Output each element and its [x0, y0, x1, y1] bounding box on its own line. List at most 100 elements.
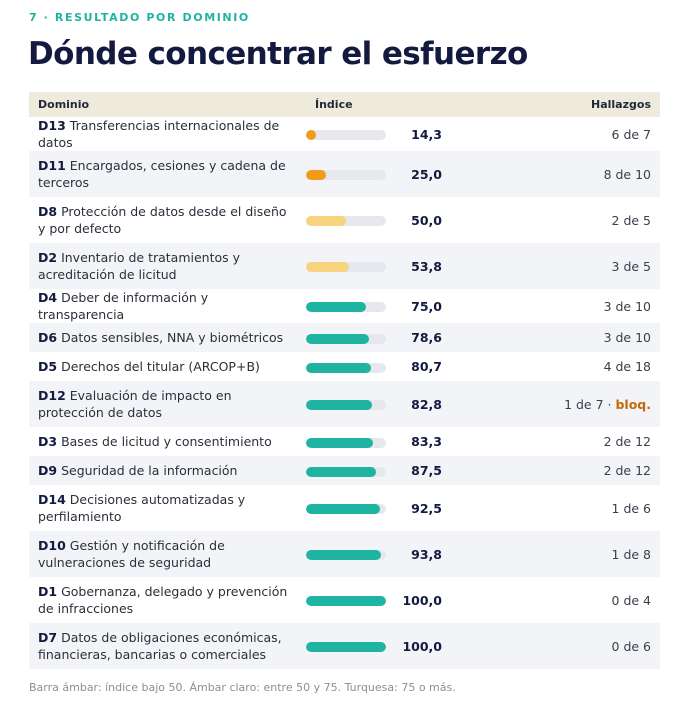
domain-name: Transferencias internacionales de datos: [38, 118, 280, 150]
domain-name: Derechos del titular (ARCOP+B): [61, 359, 260, 374]
domain-code: D9: [38, 463, 58, 478]
domain-cell: D13 Transferencias internacionales de da…: [29, 117, 306, 151]
findings-count: 0 de 6: [611, 638, 651, 654]
domain-code: D11: [38, 158, 66, 173]
index-bar-track: [306, 550, 386, 560]
index-bar-fill: [306, 466, 376, 477]
domain-code: D5: [38, 359, 58, 374]
index-bar-fill: [306, 550, 382, 560]
index-bar-track: [306, 466, 386, 477]
index-bar-fill: [306, 262, 350, 272]
index-score: 53,8: [392, 243, 442, 289]
index-bar-fill: [306, 642, 386, 652]
index-bar-track: [306, 437, 386, 448]
findings-count: 1 de 7: [564, 396, 604, 412]
domain-name: Seguridad de la información: [61, 463, 238, 478]
legend-footnote: Barra ámbar: índice bajo 50. Ámbar claro…: [29, 681, 456, 694]
domain-cell: D3 Bases de licitud y consentimiento: [29, 427, 306, 456]
table-row: D1 Gobernanza, delegado y prevención de …: [29, 577, 660, 623]
index-bar-fill: [306, 130, 316, 140]
domain-code: D12: [38, 388, 66, 403]
domain-cell: D6 Datos sensibles, NNA y biométricos: [29, 323, 306, 352]
findings-cell: 0 de 4: [442, 577, 660, 623]
findings-cell: 0 de 6: [442, 623, 660, 669]
domain-table-wrapper: Dominio Índice Hallazgos D13 Transferenc…: [29, 92, 660, 669]
findings-count: 2 de 12: [603, 434, 651, 449]
section-eyebrow: 7 · RESULTADO POR DOMINIO: [29, 11, 250, 24]
index-bar-cell: [306, 117, 392, 151]
index-bar-cell: [306, 456, 392, 485]
index-bar-cell: [306, 577, 392, 623]
index-bar-track: [306, 400, 386, 410]
domain-cell: D14 Decisiones automatizadas y perfilami…: [29, 485, 306, 531]
index-bar-cell: [306, 197, 392, 243]
index-bar-fill: [306, 596, 386, 606]
domain-cell: D12 Evaluación de impacto en protección …: [29, 381, 306, 427]
table-header: Dominio Índice Hallazgos: [29, 92, 660, 117]
index-bar-cell: [306, 623, 392, 669]
table-row: D3 Bases de licitud y consentimiento 83,3…: [29, 427, 660, 456]
domain-name: Gobernanza, delegado y prevención de inf…: [38, 584, 288, 616]
index-bar-cell: [306, 323, 392, 352]
domain-cell: D10 Gestión y notificación de vulneracio…: [29, 531, 306, 577]
header-domain: Dominio: [29, 92, 306, 117]
index-bar-cell: [306, 381, 392, 427]
findings-count: 2 de 12: [603, 463, 651, 478]
findings-cell: 1 de 6: [442, 485, 660, 531]
findings-count: 1 de 8: [611, 546, 651, 562]
domain-code: D8: [38, 204, 58, 219]
domain-cell: D9 Seguridad de la información: [29, 456, 306, 485]
index-bar-track: [306, 362, 386, 373]
index-score: 83,3: [392, 427, 442, 456]
index-bar-fill: [306, 400, 373, 410]
findings-cell: 4 de 18: [442, 352, 660, 381]
table-row: D8 Protección de datos desde el diseño y…: [29, 197, 660, 243]
table-row: D9 Seguridad de la información 87,5 2 de 1…: [29, 456, 660, 485]
table-row: D12 Evaluación de impacto en protección …: [29, 381, 660, 427]
index-bar-track: [306, 130, 386, 140]
index-bar-fill: [306, 437, 373, 448]
table-row: D7 Datos de obligaciones económicas, fin…: [29, 623, 660, 669]
header-index: Índice: [306, 92, 442, 117]
page-title: Dónde concentrar el esfuerzo: [28, 36, 528, 72]
index-bar-track: [306, 333, 386, 344]
domain-name: Inventario de tratamientos y acreditació…: [38, 250, 241, 282]
table-row: D11 Encargados, cesiones y cadena de ter…: [29, 151, 660, 197]
index-bar-track: [306, 504, 386, 514]
findings-count: 6 de 7: [611, 126, 651, 142]
table-row: D10 Gestión y notificación de vulneracio…: [29, 531, 660, 577]
domain-cell: D5 Derechos del titular (ARCOP+B): [29, 352, 306, 381]
findings-count: 8 de 10: [603, 166, 651, 182]
findings-count: 0 de 4: [611, 592, 651, 608]
domain-code: D2: [38, 250, 58, 265]
index-bar-cell: [306, 485, 392, 531]
index-score: 50,0: [392, 197, 442, 243]
domain-code: D4: [38, 290, 58, 305]
header-findings: Hallazgos: [442, 92, 660, 117]
findings-cell: 3 de 10: [442, 323, 660, 352]
index-bar-track: [306, 302, 386, 312]
findings-count: 3 de 5: [611, 258, 651, 274]
index-score: 78,6: [392, 323, 442, 352]
domain-name: Evaluación de impacto en protección de d…: [38, 388, 232, 420]
index-score: 100,0: [392, 577, 442, 623]
domain-cell: D1 Gobernanza, delegado y prevención de …: [29, 577, 306, 623]
findings-cell: 2 de 5: [442, 197, 660, 243]
index-score: 93,8: [392, 531, 442, 577]
index-bar-track: [306, 596, 386, 606]
domain-code: D14: [38, 492, 66, 507]
domain-name: Deber de información y transparencia: [38, 290, 209, 322]
table-row: D4 Deber de información y transparencia 7…: [29, 289, 660, 323]
domain-name: Encargados, cesiones y cadena de tercero…: [38, 158, 286, 190]
index-bar-cell: [306, 289, 392, 323]
index-score: 92,5: [392, 485, 442, 531]
index-bar-fill: [306, 170, 326, 180]
domain-code: D7: [38, 630, 58, 645]
findings-count: 2 de 5: [611, 212, 651, 228]
findings-count: 4 de 18: [603, 359, 651, 374]
index-bar-fill: [306, 333, 369, 344]
blocked-flag: bloq.: [615, 396, 651, 412]
index-bar-fill: [306, 302, 366, 312]
domain-cell: D11 Encargados, cesiones y cadena de ter…: [29, 151, 306, 197]
findings-cell: 2 de 12: [442, 456, 660, 485]
